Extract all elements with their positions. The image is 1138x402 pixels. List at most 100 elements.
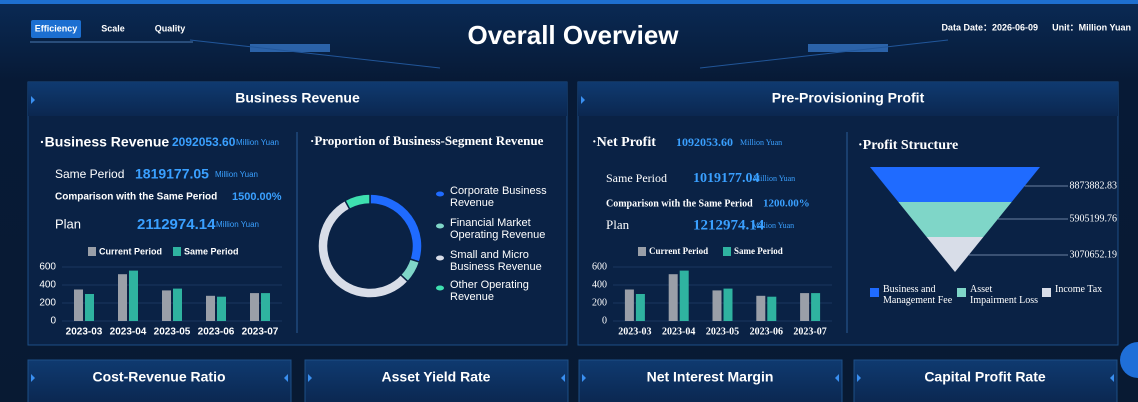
metric-unit: Million Yuan (740, 138, 782, 147)
legend-label: Current Period (99, 246, 162, 256)
legend-swatch (1042, 288, 1051, 297)
legend-label-box: Business and Management Fee (883, 285, 953, 306)
legend-label: Income Tax (1055, 285, 1103, 295)
legend-label: Small and Micro Business Revenue (450, 250, 542, 273)
active-tab[interactable] (31, 20, 81, 38)
bar (162, 290, 171, 321)
row-value: 1212974.14 (693, 217, 765, 233)
panel-header (28, 82, 567, 116)
row-unit: Million Yuan (753, 174, 795, 183)
value-label: 3070652.19 (1070, 249, 1118, 260)
x-tick-label: 2023-06 (750, 326, 783, 337)
chart-title: ·Profit Structure (858, 138, 958, 153)
bar (767, 296, 777, 321)
panel-title: Business Revenue (235, 90, 360, 106)
legend-label-box: Asset Impairment Loss (970, 285, 1038, 305)
legend-label: Business and Management Fee (883, 285, 953, 306)
arrow (31, 374, 35, 382)
x-tick-label: 2023-06 (198, 327, 235, 338)
legend-swatch (173, 247, 181, 256)
bar (217, 296, 226, 321)
bottom-tab-title: Asset Yield Rate (382, 369, 491, 385)
legend-swatch (957, 288, 966, 297)
x-tick-label: 2023-05 (706, 326, 739, 337)
y-tick-label: 200 (592, 297, 607, 308)
chart-title: ·Proportion of Business-Segment Revenue (310, 133, 544, 148)
legend-label-box: Corporate Business Revenue (450, 186, 547, 209)
legend-label: Corporate Business Revenue (450, 186, 547, 209)
decor-line (699, 39, 949, 69)
row-label: Plan (55, 216, 81, 231)
bottom-panel (27, 359, 292, 402)
metric-unit: Million Yuan (236, 138, 279, 147)
arrow (284, 374, 288, 382)
tab[interactable]: Quality (155, 23, 186, 33)
tab[interactable]: Efficiency (35, 23, 78, 33)
unit: Unit：Million Yuan (1052, 22, 1131, 32)
bar (173, 288, 182, 321)
decor-line (189, 39, 441, 69)
value-label: 8873882.83 (1070, 180, 1118, 191)
value-label: 5905199.76 (1070, 213, 1118, 224)
row-unit: Million Yuan (752, 221, 794, 230)
bottom-tab-title: Capital Profit Rate (924, 369, 1046, 385)
legend-swatch (870, 288, 879, 297)
bar (668, 274, 678, 321)
row-label: Same Period (606, 171, 667, 185)
y-tick-label: 600 (592, 261, 607, 272)
bar (74, 289, 83, 321)
x-tick-label: 2023-03 (66, 327, 103, 338)
legend-label: Same Period (184, 246, 239, 256)
legend-dot (436, 285, 444, 291)
y-tick-label: 0 (50, 316, 56, 327)
bar (261, 293, 270, 321)
bar (800, 293, 810, 321)
bar (723, 288, 733, 321)
row-unit: Million Yuan (215, 170, 258, 179)
metric-label: ·Net Profit (592, 135, 656, 150)
panel-header (578, 82, 1118, 116)
x-tick-label: 2023-05 (154, 327, 191, 338)
bottom-panel (304, 359, 569, 402)
bottom-tab-title: Cost-Revenue Ratio (92, 369, 225, 385)
arrow (581, 96, 585, 104)
legend-dot (436, 191, 444, 197)
arrow (31, 96, 35, 104)
legend-swatch (88, 247, 96, 256)
chat-button[interactable] (1120, 342, 1138, 378)
x-tick-label: 2023-03 (618, 326, 651, 337)
row-label: Plan (606, 217, 630, 232)
metric-label: ·Business Revenue (40, 134, 169, 150)
stripe (250, 44, 330, 52)
bar (624, 289, 634, 321)
row-label: Comparison with the Same Period (606, 198, 753, 209)
legend-label: Current Period (649, 246, 708, 256)
bar (679, 270, 689, 321)
legend-label-box: Other Operating Revenue (450, 280, 529, 303)
x-tick-label: 2023-04 (110, 327, 147, 338)
row-value: 2112974.14 (137, 216, 216, 233)
y-tick-label: 400 (39, 280, 56, 291)
arrow (308, 374, 312, 382)
row-label: Same Period (55, 167, 124, 181)
stripe (808, 44, 888, 52)
legend-swatch (638, 247, 646, 256)
bar (712, 290, 722, 321)
bottom-panel (853, 359, 1118, 402)
bar (206, 295, 215, 321)
arrow (582, 374, 586, 382)
legend-swatch (723, 247, 731, 256)
bar (635, 294, 645, 321)
x-tick-label: 2023-07 (242, 327, 279, 338)
legend-label: Other Operating Revenue (450, 280, 529, 303)
x-tick-label: 2023-04 (662, 326, 695, 337)
row-label: Comparison with the Same Period (55, 192, 217, 203)
bar (250, 293, 259, 321)
arrow (835, 374, 839, 382)
tab[interactable]: Scale (101, 23, 125, 33)
y-tick-label: 400 (592, 279, 607, 290)
legend-label: Financial Market Operating Revenue (450, 218, 546, 241)
data-date: Data Date：2026-06-09 (941, 22, 1038, 32)
legend-label-box: Small and Micro Business Revenue (450, 250, 542, 273)
